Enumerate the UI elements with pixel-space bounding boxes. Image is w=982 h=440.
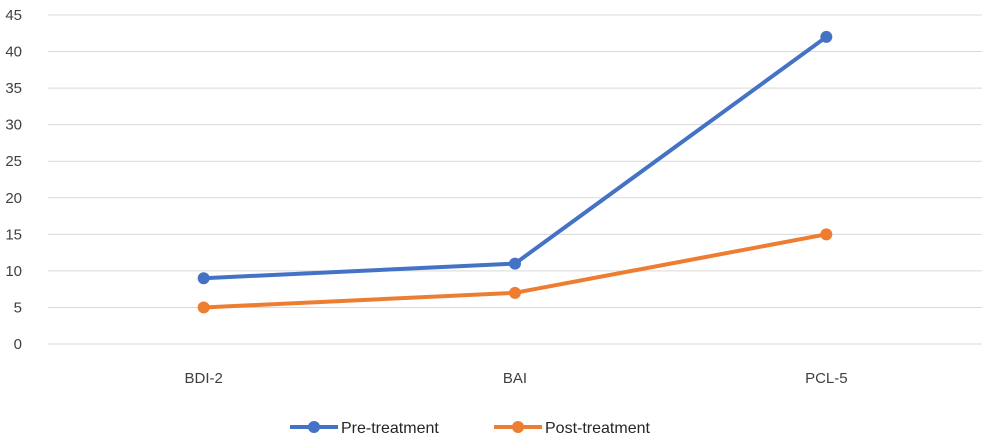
y-tick-label: 25 xyxy=(5,153,22,170)
legend: Pre-treatment Post-treatment xyxy=(290,420,650,437)
x-tick-label: PCL-5 xyxy=(805,370,848,387)
data-point xyxy=(820,228,833,241)
y-axis: 0 5 10 15 20 25 30 35 40 45 xyxy=(5,7,22,353)
data-point xyxy=(197,272,210,285)
y-tick-label: 0 xyxy=(14,336,22,353)
y-tick-label: 10 xyxy=(5,263,22,280)
legend-marker xyxy=(308,421,320,433)
y-tick-label: 40 xyxy=(5,44,22,61)
x-axis: BDI-2 BAI PCL-5 xyxy=(184,370,847,387)
y-tick-label: 30 xyxy=(5,117,22,134)
legend-marker xyxy=(512,421,524,433)
x-tick-label: BDI-2 xyxy=(184,370,222,387)
data-point xyxy=(820,30,833,43)
y-tick-label: 20 xyxy=(5,190,22,207)
data-point xyxy=(197,301,210,314)
data-point xyxy=(509,257,521,270)
series-group xyxy=(197,30,833,314)
data-point xyxy=(509,286,521,299)
y-tick-label: 35 xyxy=(5,80,22,97)
legend-label: Post-treatment xyxy=(545,420,650,437)
y-tick-label: 15 xyxy=(5,226,22,243)
legend-label: Pre-treatment xyxy=(341,420,439,437)
series-line-0 xyxy=(201,34,829,281)
y-tick-label: 5 xyxy=(14,299,22,316)
x-tick-label: BAI xyxy=(503,370,527,387)
y-tick-label: 45 xyxy=(5,7,22,24)
